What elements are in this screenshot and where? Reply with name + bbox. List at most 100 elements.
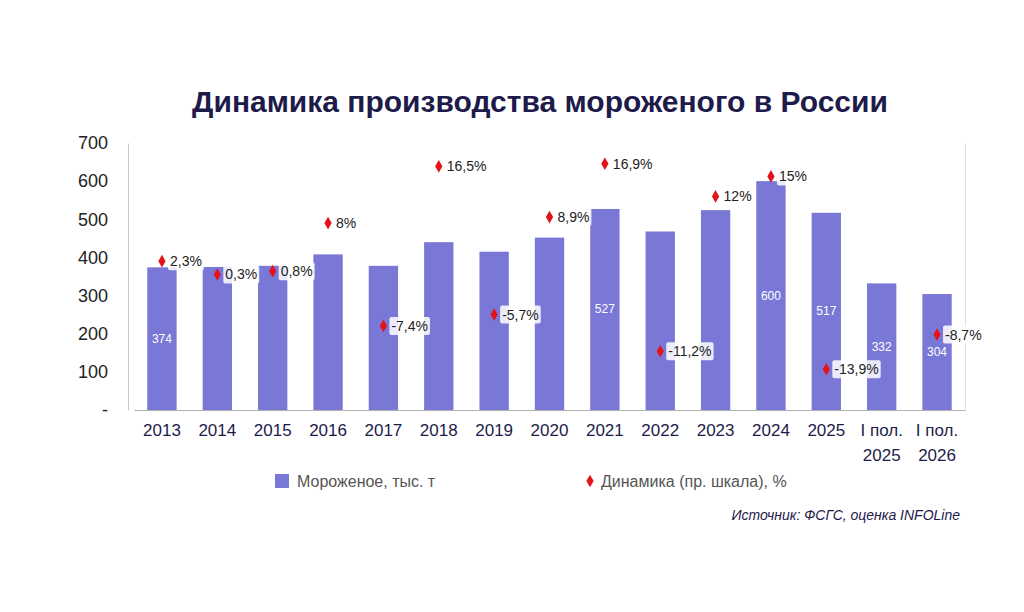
x-axis: 2013201420152016201720182019202020212022… bbox=[135, 410, 966, 465]
label-patch bbox=[832, 360, 880, 378]
x-tick-label: 2015 bbox=[254, 421, 292, 440]
marker bbox=[657, 345, 664, 358]
bar bbox=[867, 283, 896, 410]
bar bbox=[147, 267, 176, 410]
dynamics-label: 2,3% bbox=[170, 253, 202, 269]
y2-axis-line bbox=[965, 144, 966, 411]
x-tick-label-line: 2025 bbox=[863, 446, 901, 465]
dynamics-label-group: 8,9% bbox=[556, 208, 592, 226]
dynamics-label: -13,9% bbox=[834, 361, 878, 377]
dynamics-label: 15% bbox=[779, 168, 807, 184]
label-patch bbox=[777, 167, 809, 185]
dynamics-label: 0,3% bbox=[225, 266, 257, 282]
y-tick-label: 100 bbox=[78, 362, 108, 382]
bar bbox=[203, 267, 232, 410]
marker bbox=[490, 308, 497, 321]
markers bbox=[158, 157, 940, 375]
x-tick-label: 2022 bbox=[641, 421, 679, 440]
dynamics-label: -8,7% bbox=[945, 327, 982, 343]
dynamics-label: 0,8% bbox=[281, 263, 313, 279]
bar bbox=[313, 254, 342, 410]
x-tick-label: I пол.2026 bbox=[916, 421, 958, 465]
x-tick-label: I пол. 2025 bbox=[860, 421, 902, 465]
y-tick-label: 500 bbox=[78, 210, 108, 230]
x-tick: 2013 bbox=[143, 410, 181, 440]
dynamics-label: 8,9% bbox=[558, 209, 590, 225]
bar bbox=[258, 266, 287, 410]
marker bbox=[823, 363, 830, 376]
label-patch bbox=[611, 155, 655, 173]
dynamics-label: -7,4% bbox=[391, 318, 428, 334]
dynamics-label-group: 2,3% bbox=[168, 252, 204, 270]
y-tick-label: 300 bbox=[78, 286, 108, 306]
x-tick-label: 2021 bbox=[586, 421, 624, 440]
marker bbox=[933, 328, 940, 341]
bar-value-label: 304 bbox=[927, 345, 947, 359]
legend-item: Мороженое, тыс. т bbox=[275, 473, 436, 490]
y-tick-label: - bbox=[102, 400, 108, 420]
dynamics-label-group: -11,2% bbox=[666, 342, 713, 360]
legend-label: Мороженое, тыс. т bbox=[297, 473, 436, 490]
source-note: Источник: ФСГС, оценка INFOLine bbox=[731, 507, 960, 523]
x-tick: 2023 bbox=[697, 410, 735, 440]
marker bbox=[269, 265, 276, 278]
dynamics-label: 8% bbox=[336, 215, 356, 231]
label-patch bbox=[334, 214, 358, 232]
label-patch bbox=[445, 157, 489, 175]
dynamics-label: -5,7% bbox=[502, 307, 539, 323]
label-patch bbox=[279, 262, 315, 280]
x-tick-label: 2017 bbox=[364, 421, 402, 440]
bar bbox=[590, 209, 619, 410]
y-tick: 200 bbox=[78, 324, 128, 344]
marker bbox=[601, 157, 608, 170]
bar-value-label: 374 bbox=[152, 332, 172, 346]
bar bbox=[369, 266, 398, 410]
legend-item: Динамика (пр. шкала), % bbox=[586, 473, 786, 490]
marker bbox=[435, 160, 442, 173]
x-tick: 2021 bbox=[586, 410, 624, 440]
bar bbox=[535, 238, 564, 410]
label-patch bbox=[943, 326, 984, 344]
x-tick-label: 2013 bbox=[143, 421, 181, 440]
dynamics-label-group: 15% bbox=[777, 167, 809, 185]
x-tick: 2018 bbox=[420, 410, 458, 440]
x-tick-label: 2016 bbox=[309, 421, 347, 440]
x-tick-label: 2018 bbox=[420, 421, 458, 440]
x-tick-label-line: I пол. bbox=[916, 421, 958, 440]
x-tick-label: 2023 bbox=[697, 421, 735, 440]
x-tick-label: 2019 bbox=[475, 421, 513, 440]
dynamics-label: 16,5% bbox=[447, 158, 487, 174]
bars bbox=[147, 181, 951, 410]
x-tick: 2025 bbox=[807, 410, 845, 440]
legend-swatch bbox=[275, 474, 289, 488]
marker bbox=[380, 320, 387, 333]
label-patch bbox=[722, 187, 754, 205]
x-tick: 2015 bbox=[254, 410, 292, 440]
x-axis-line bbox=[135, 410, 966, 411]
bar bbox=[701, 210, 730, 410]
bar bbox=[812, 213, 841, 410]
dynamics-label-group: 0,8% bbox=[279, 262, 315, 280]
bar-value-label: 600 bbox=[761, 289, 781, 303]
bar-value-label: 332 bbox=[872, 340, 892, 354]
label-patch bbox=[168, 252, 204, 270]
y-tick: 400 bbox=[78, 248, 128, 268]
y-tick: - bbox=[102, 400, 128, 420]
chart-container: Динамика производства мороженого в Росси… bbox=[0, 0, 1024, 612]
x-tick-label-line: I пол. bbox=[860, 421, 902, 440]
dynamics-label-group: 16,5% bbox=[445, 157, 489, 175]
dynamics-label-group: 0,3% bbox=[223, 265, 259, 283]
dynamics-label: 12% bbox=[724, 188, 752, 204]
marker bbox=[214, 268, 221, 281]
data-labels: 3745276005173323042,3%0,3%0,8%8%-7,4%16,… bbox=[152, 155, 984, 379]
marker bbox=[767, 170, 774, 183]
chart-svg: Динамика производства мороженого в Росси… bbox=[0, 0, 1024, 612]
marker bbox=[712, 190, 719, 203]
y-axis-line bbox=[128, 144, 129, 411]
x-tick-label: 2025 bbox=[807, 421, 845, 440]
label-patch bbox=[389, 317, 430, 335]
dynamics-label-group: -8,7% bbox=[943, 326, 984, 344]
y-axis: -100200300400500600700 bbox=[78, 133, 129, 420]
dynamics-label: 16,9% bbox=[613, 156, 653, 172]
x-tick: 2024 bbox=[752, 410, 790, 440]
